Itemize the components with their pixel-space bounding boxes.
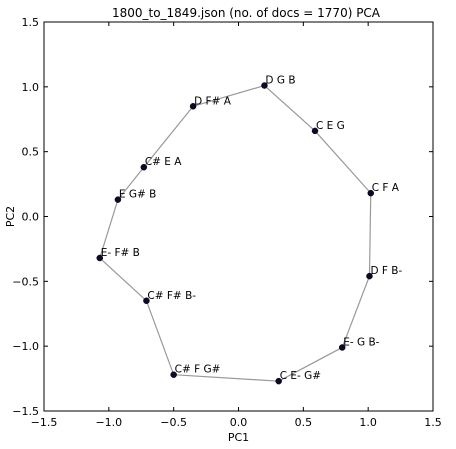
- x-axis-label: PC1: [228, 431, 249, 444]
- x-tick-label: −0.5: [160, 416, 187, 429]
- x-tick-label: −1.0: [95, 416, 122, 429]
- data-point: [311, 127, 319, 135]
- data-point: [170, 371, 177, 378]
- point-label: D G B: [265, 75, 295, 87]
- axes-group: [43, 21, 434, 412]
- data-point: [338, 344, 346, 351]
- x-tick-label: −1.5: [31, 416, 58, 429]
- point-label: C# F# B-: [147, 290, 196, 302]
- data-points: D G B C E G C F A D F B- E- G B- C E- G# C# F …: [96, 75, 402, 385]
- point-label: C# E A: [145, 156, 182, 168]
- x-tick-label: 0.5: [295, 416, 313, 429]
- point-label: C# F G#: [175, 364, 221, 376]
- x-tick-label: 1.0: [359, 416, 377, 429]
- x-tick-label: 1.5: [424, 416, 442, 429]
- y-tick-label: 1.0: [22, 81, 40, 94]
- point-label: D F# A: [194, 95, 232, 107]
- y-tick-label: −0.5: [12, 275, 39, 288]
- y-axis-label: PC2: [4, 206, 17, 227]
- y-tick-label: 0.5: [22, 146, 40, 159]
- x-tick-label: 0.0: [230, 416, 248, 429]
- y-tick-label: 1.5: [22, 16, 40, 29]
- point-label: E- F# B: [101, 247, 140, 259]
- data-point: [140, 163, 148, 171]
- y-tick-label: −1.5: [12, 405, 39, 418]
- point-label: E- G B-: [343, 336, 379, 348]
- plot-frame: [43, 21, 434, 412]
- point-label: E G# B: [119, 189, 156, 201]
- y-tick-label: −1.0: [12, 340, 39, 353]
- chart-title: 1800_to_1849.json (no. of docs = 1770) P…: [112, 6, 381, 20]
- point-label: C F A: [372, 182, 400, 194]
- point-label: C E G: [316, 120, 345, 132]
- y-tick-label: 0.0: [22, 211, 40, 224]
- point-label: C E- G#: [280, 370, 321, 382]
- data-point: [275, 377, 282, 385]
- point-label: D F B-: [370, 265, 402, 277]
- ticks-group: −1.5 −1.0 −0.5 0.0 0.5 1.0 1.5 −1.5 −1.0 −0.5 0.0 0…: [12, 16, 441, 429]
- data-point: [143, 297, 150, 305]
- data-point: [261, 82, 268, 89]
- data-point: [114, 196, 122, 203]
- data-point: [367, 189, 375, 197]
- data-point: [96, 254, 104, 262]
- data-point: [366, 272, 373, 280]
- data-point: [189, 103, 197, 110]
